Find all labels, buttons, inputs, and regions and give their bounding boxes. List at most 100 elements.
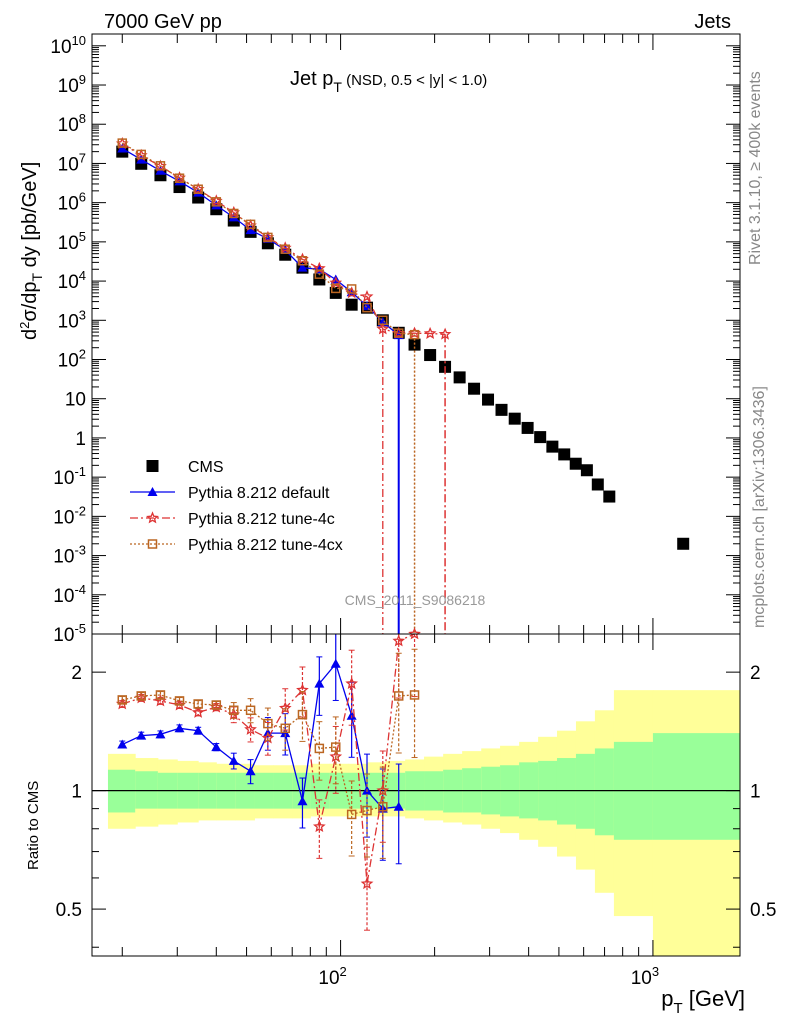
data-point — [580, 464, 593, 477]
data-point — [677, 537, 690, 550]
ratio-data-point — [346, 710, 357, 720]
legend: CMS Pythia 8.212 default Pythia 8.212 tune… — [130, 459, 343, 554]
ratio-data-point — [297, 796, 308, 806]
series-line — [121, 142, 415, 336]
data-point — [193, 184, 203, 194]
ratio-data-point — [392, 634, 406, 647]
ratio-data-point — [314, 678, 325, 688]
y-tick-label: 1010 — [50, 33, 86, 58]
y-tick-label: 10-5 — [53, 621, 86, 646]
data-point — [331, 283, 341, 294]
y-tick-label: 104 — [58, 268, 86, 293]
stat-uncertainty-band — [575, 753, 596, 829]
ratio-data-point — [155, 690, 166, 700]
x-axis-label-sub: T — [673, 1000, 682, 1017]
stat-uncertainty-band — [556, 758, 577, 825]
data-point — [263, 232, 273, 243]
data-point — [468, 382, 481, 395]
ratio-y-tick-label: 1 — [71, 782, 82, 803]
ratio-data-point — [174, 723, 185, 733]
data-point — [482, 393, 495, 406]
data-point — [424, 349, 437, 362]
series-1 — [117, 143, 404, 634]
ratio-data-point — [409, 690, 420, 700]
ratio-data-point — [330, 658, 341, 668]
ratio-y-tick-label: 0.5 — [56, 900, 82, 921]
data-point — [346, 284, 357, 294]
data-point — [378, 315, 388, 326]
plot-title-main: Jet p — [290, 68, 333, 90]
y-tick-label: 10 — [65, 390, 86, 411]
y-tick-label: 106 — [58, 190, 86, 215]
ratio-data-point — [229, 705, 239, 716]
ratio-series-0 — [117, 633, 404, 865]
ratio-data-point — [331, 742, 341, 752]
ratio-y-tick-label: 1 — [750, 782, 761, 803]
legend-marker — [146, 460, 159, 472]
legend-marker — [147, 487, 158, 496]
y-tick-label: 102 — [58, 347, 86, 372]
ratio-data-point — [155, 729, 166, 739]
ratio-data-point — [314, 743, 325, 754]
data-point — [569, 457, 582, 470]
data-point — [174, 173, 185, 183]
ratio-y-tick-label: 2 — [750, 663, 761, 684]
ratio-data-point — [211, 742, 222, 752]
data-point — [280, 244, 290, 254]
ratio-data-point — [345, 676, 359, 690]
ratio-data-point — [211, 700, 222, 710]
legend-label: Pythia 8.212 tune-4c — [188, 511, 335, 528]
data-point — [245, 219, 256, 230]
ratio-data-point — [263, 718, 273, 729]
y-tick-label: 1 — [75, 429, 86, 450]
ratio-data-point — [117, 695, 128, 705]
x-axis-label: pT [GeV] — [661, 986, 745, 1017]
ratio-data-point — [362, 805, 372, 816]
data-point — [546, 440, 559, 453]
data-point — [211, 200, 222, 210]
data-point — [453, 371, 466, 384]
legend-marker — [146, 511, 159, 524]
ratio-data-point — [346, 809, 357, 820]
data-point — [508, 412, 521, 425]
main-plot-layer: 10-510-410-310-210-111010210310410510610… — [50, 33, 740, 989]
ratio-data-point — [312, 819, 326, 833]
ratio-data-point — [378, 801, 388, 812]
y-tick-label: 10-1 — [53, 464, 86, 489]
stat-uncertainty-band — [135, 771, 159, 809]
data-point — [521, 421, 534, 434]
analysis-watermark: CMS_2011_S9086218 — [345, 592, 486, 608]
data-point — [345, 298, 358, 311]
data-point — [362, 302, 372, 313]
ratio-data-point — [193, 725, 204, 735]
ratio-data-point — [244, 722, 257, 735]
ratio-data-point — [174, 696, 185, 706]
ratio-y-tick-label: 2 — [71, 663, 82, 684]
data-point — [117, 143, 128, 153]
observable-label: Jets — [694, 11, 731, 33]
data-point — [603, 490, 616, 503]
data-point — [297, 256, 308, 266]
ratio-uncertainty-bands — [107, 690, 741, 956]
ratio-data-point — [360, 876, 374, 890]
x-axis-label-main: p — [661, 986, 673, 1011]
data-point — [534, 431, 547, 444]
ratio-data-point — [393, 801, 404, 811]
ratio-data-point — [117, 739, 128, 749]
ratio-data-point — [191, 705, 205, 718]
data-point — [362, 301, 373, 311]
x-axis-label-rest: [GeV] — [683, 986, 745, 1011]
ratio-data-point — [408, 627, 421, 640]
ratio-data-point — [228, 755, 239, 765]
ratio-series-line — [122, 633, 415, 884]
y-tick-label: 10-4 — [53, 582, 86, 607]
ratio-data-point — [297, 709, 308, 720]
ratio-data-point — [193, 699, 203, 709]
plot-title: Jet pT (NSD, 0.5 < |y| < 1.0) — [290, 68, 487, 95]
data-point — [591, 478, 604, 491]
data-point — [423, 326, 437, 339]
series-3 — [117, 138, 420, 634]
ratio-data-point — [245, 766, 256, 776]
data-point — [360, 289, 374, 303]
